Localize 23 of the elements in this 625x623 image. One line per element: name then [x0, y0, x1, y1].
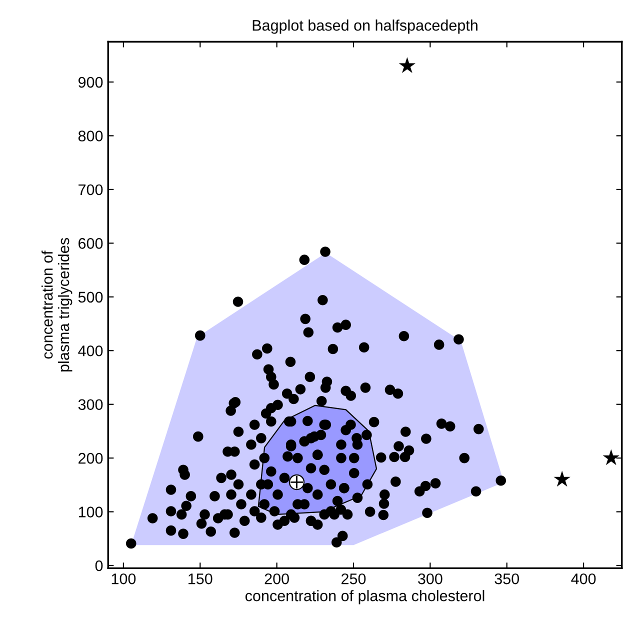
point [554, 470, 570, 487]
x-tick-label: 150 [188, 573, 212, 584]
x-tick-label: 300 [418, 573, 442, 584]
y-tick-label: 900 [78, 76, 103, 88]
point [602, 449, 620, 466]
y-tick-label: 400 [78, 345, 103, 356]
y-axis-title: concentration of plasma triglycerides [42, 238, 72, 372]
y-tick-label: 600 [78, 238, 103, 249]
y-tick-label: 0 [95, 560, 103, 572]
y-tick-label: 700 [78, 184, 103, 196]
y-tick-label: 800 [78, 130, 103, 142]
x-tick-label: 200 [264, 573, 289, 584]
x-axis-title: concentration of plasma cholesterol [245, 590, 484, 604]
y-tick-label: 100 [78, 506, 103, 518]
chart-title: Bagplot based on halfspacedepth [252, 20, 478, 34]
y-tick-label: 500 [78, 292, 103, 303]
x-tick-label: 350 [494, 573, 520, 584]
point [398, 57, 416, 74]
x-tick-label: 100 [112, 573, 136, 584]
y-tick-label: 200 [78, 452, 103, 464]
x-tick-label: 400 [571, 573, 596, 584]
x-tick-label: 250 [342, 573, 366, 584]
y-tick-label: 300 [78, 399, 103, 410]
